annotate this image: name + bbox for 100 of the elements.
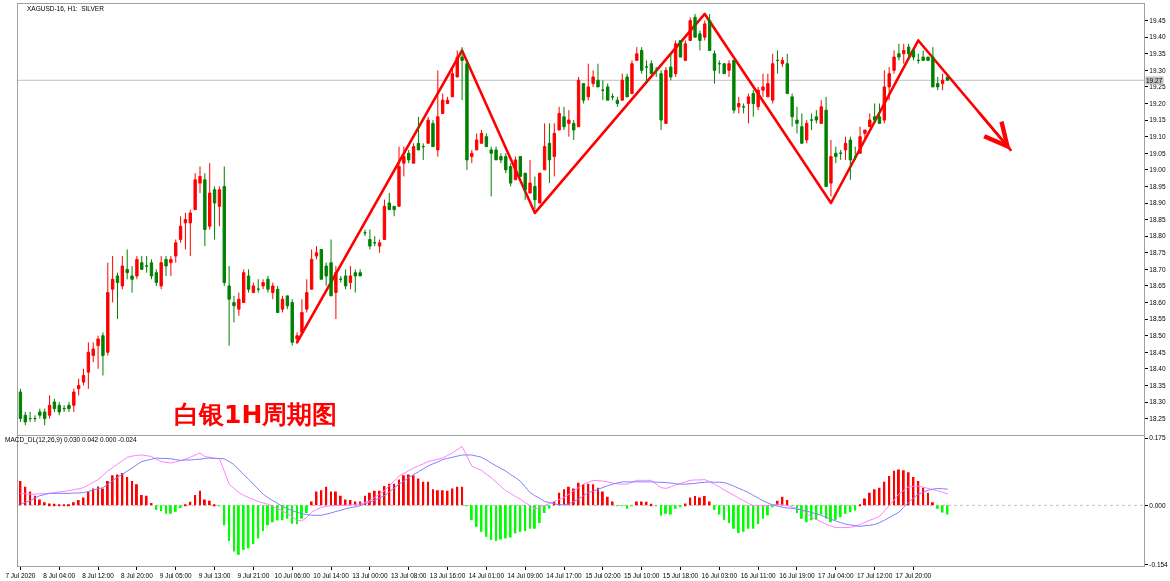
bar	[504, 505, 507, 539]
candlestick	[382, 199, 387, 240]
candlestick	[305, 278, 309, 313]
bar	[461, 486, 464, 506]
bar	[38, 499, 41, 506]
candlestick	[567, 109, 571, 138]
candlestick	[348, 265, 353, 290]
candlestick	[528, 159, 532, 194]
candlestick	[819, 99, 823, 124]
bar	[344, 499, 347, 506]
candlestick	[203, 172, 207, 247]
bar	[111, 475, 114, 506]
bar	[131, 481, 134, 506]
candlestick	[732, 59, 736, 114]
candlestick	[86, 341, 91, 390]
bar	[713, 505, 716, 510]
candlestick	[120, 255, 125, 290]
bar	[820, 505, 823, 515]
candlestick	[868, 112, 872, 128]
bar	[606, 496, 609, 506]
candlestick	[606, 83, 610, 101]
candlestick	[368, 229, 372, 250]
bar	[674, 505, 677, 509]
candlestick	[805, 119, 809, 144]
candlestick	[630, 59, 634, 95]
candlestick	[809, 112, 814, 131]
candlestick	[615, 96, 620, 108]
bar	[499, 505, 502, 540]
bar	[669, 505, 672, 515]
candlestick	[712, 49, 717, 85]
candlestick	[659, 69, 663, 131]
bar	[728, 505, 730, 523]
candlestick	[601, 79, 605, 101]
bar	[897, 469, 900, 506]
candlestick	[440, 93, 445, 114]
bar	[43, 502, 46, 506]
bar	[601, 491, 604, 506]
bar	[412, 475, 415, 506]
bar	[213, 504, 216, 507]
bar	[829, 505, 832, 523]
candlestick	[513, 156, 518, 181]
candlestick	[547, 122, 552, 184]
candlestick	[208, 162, 212, 231]
bar	[703, 496, 706, 506]
candlestick	[853, 146, 857, 161]
bar	[936, 505, 939, 509]
candlestick	[945, 76, 950, 81]
bar	[927, 492, 929, 506]
candlestick	[911, 49, 916, 61]
bar	[77, 499, 80, 506]
candlestick	[572, 119, 576, 141]
candlestick	[678, 39, 683, 58]
bar	[179, 505, 182, 508]
candlestick	[562, 106, 566, 131]
candlestick	[581, 83, 586, 104]
bar	[640, 501, 643, 506]
candlestick	[533, 175, 537, 211]
bar	[718, 505, 721, 515]
candlestick	[33, 414, 37, 423]
bar	[233, 505, 235, 552]
candlestick	[683, 39, 688, 61]
candlestick	[18, 388, 23, 423]
candlestick	[144, 255, 149, 274]
bar	[145, 495, 148, 506]
candlestick	[28, 411, 32, 423]
candlestick	[940, 73, 945, 91]
bar	[48, 503, 51, 507]
bar	[524, 505, 527, 532]
candlestick	[790, 93, 794, 128]
candlestick	[271, 282, 275, 300]
bar	[946, 505, 949, 515]
bar	[334, 491, 337, 506]
candlestick	[863, 129, 867, 141]
candlestick	[843, 136, 848, 161]
bar	[262, 505, 265, 532]
bar	[446, 490, 449, 506]
candlestick	[106, 262, 110, 357]
bar	[101, 488, 104, 506]
bar	[509, 505, 512, 538]
candlestick	[722, 63, 726, 75]
bar	[257, 505, 260, 539]
candlestick	[212, 185, 217, 240]
bar	[160, 505, 163, 512]
annotation: 白银1H周期图	[174, 400, 338, 429]
bar	[533, 505, 536, 529]
candlestick	[649, 59, 654, 75]
bar	[169, 505, 172, 514]
bar	[135, 484, 138, 506]
candlestick	[620, 73, 624, 101]
candlestick	[897, 43, 901, 61]
candlestick	[140, 255, 144, 270]
bar	[242, 505, 245, 550]
bar	[723, 505, 726, 520]
candlestick	[125, 248, 129, 280]
candlestick	[314, 245, 319, 260]
candlestick	[174, 238, 178, 264]
bar	[611, 501, 614, 506]
candlestick	[62, 404, 66, 413]
candlestick	[217, 185, 222, 227]
bar	[126, 476, 129, 506]
